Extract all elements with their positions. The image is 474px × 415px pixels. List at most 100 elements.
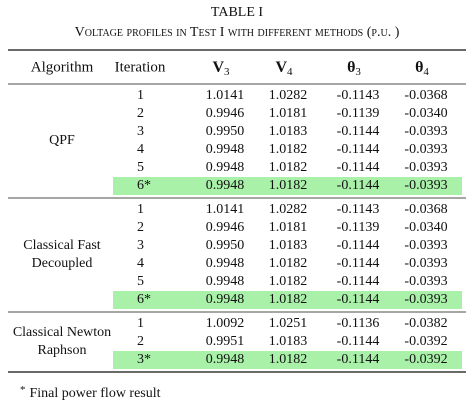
value-cell: 1.0182 <box>269 352 308 367</box>
algorithm-label: QPF <box>49 133 75 148</box>
iteration-cell: 2 <box>137 106 144 121</box>
footnote-text: Final power flow result <box>30 386 161 401</box>
value-cell: -0.1144 <box>337 256 380 271</box>
value-cell: 1.0182 <box>269 142 308 157</box>
value-cell: 1.0183 <box>269 124 308 139</box>
value-cell: -0.0393 <box>404 256 447 271</box>
header-subscript: 4 <box>423 66 429 78</box>
value-cell: 0.9948 <box>206 292 245 307</box>
iteration-cell: 1 <box>137 202 144 217</box>
header-subscript: 3 <box>355 66 361 78</box>
value-cell: 0.9948 <box>206 178 245 193</box>
column-header: Iteration <box>115 59 166 75</box>
value-cell: -0.1136 <box>337 316 380 331</box>
value-cell: -0.1144 <box>337 352 380 367</box>
value-cell: 0.9951 <box>206 334 245 349</box>
table-caption: Voltage profiles in Test I with differen… <box>75 25 400 40</box>
value-cell: -0.0393 <box>404 274 447 289</box>
value-cell: 0.9948 <box>206 256 245 271</box>
header-subscript: 4 <box>287 66 293 78</box>
iteration-cell: 5 <box>137 274 144 289</box>
value-cell: 1.0092 <box>206 316 245 331</box>
value-cell: -0.1144 <box>337 292 380 307</box>
value-cell: 0.9946 <box>206 220 245 235</box>
value-cell: 1.0182 <box>269 256 308 271</box>
final-row-highlight <box>113 351 462 369</box>
value-cell: 1.0182 <box>269 178 308 193</box>
value-cell: 1.0181 <box>269 106 308 121</box>
value-cell: -0.1144 <box>337 238 380 253</box>
column-header: θ4 <box>415 59 429 78</box>
column-header: V4 <box>275 59 293 78</box>
final-row-highlight <box>113 291 462 309</box>
footnote: * Final power flow result <box>20 384 161 402</box>
column-header: Algorithm <box>31 59 94 75</box>
value-cell: -0.0368 <box>404 88 447 103</box>
algorithm-label: Decoupled <box>32 256 93 271</box>
header-symbol: V <box>275 59 287 76</box>
value-cell: -0.0368 <box>404 202 447 217</box>
iteration-cell: 1 <box>137 88 144 103</box>
value-cell: -0.0393 <box>404 142 447 157</box>
iteration-cell: 3* <box>137 352 151 367</box>
value-cell: -0.1144 <box>337 334 380 349</box>
value-cell: -0.1143 <box>337 88 380 103</box>
value-cell: -0.1139 <box>337 106 380 121</box>
column-header: θ3 <box>347 59 361 78</box>
value-cell: -0.0340 <box>404 106 447 121</box>
value-cell: 0.9948 <box>206 352 245 367</box>
value-cell: 1.0183 <box>269 334 308 349</box>
value-cell: -0.1143 <box>337 202 380 217</box>
value-cell: 1.0182 <box>269 274 308 289</box>
iteration-cell: 5 <box>137 160 144 175</box>
value-cell: 0.9948 <box>206 274 245 289</box>
value-cell: -0.0392 <box>404 334 447 349</box>
value-cell: -0.0392 <box>404 352 447 367</box>
value-cell: 1.0251 <box>269 316 308 331</box>
final-row-highlight <box>113 177 462 195</box>
value-cell: 1.0183 <box>269 238 308 253</box>
iteration-cell: 4 <box>137 142 144 157</box>
value-cell: -0.1139 <box>337 220 380 235</box>
value-cell: 0.9950 <box>206 238 245 253</box>
value-cell: 1.0282 <box>269 202 308 217</box>
iteration-cell: 3 <box>137 238 144 253</box>
value-cell: -0.1144 <box>337 178 380 193</box>
table-label: TABLE I <box>211 5 263 20</box>
value-cell: -0.0393 <box>404 292 447 307</box>
value-cell: -0.0393 <box>404 178 447 193</box>
iteration-cell: 4 <box>137 256 144 271</box>
iteration-cell: 1 <box>137 316 144 331</box>
value-cell: -0.1144 <box>337 274 380 289</box>
value-cell: -0.0382 <box>404 316 447 331</box>
footnote-marker: * <box>20 384 26 396</box>
header-symbol: θ <box>347 59 355 76</box>
value-cell: -0.0393 <box>404 160 447 175</box>
value-cell: 0.9948 <box>206 142 245 157</box>
iteration-cell: 2 <box>137 220 144 235</box>
algorithm-label: Raphson <box>38 343 87 358</box>
column-header: V3 <box>212 59 230 78</box>
iteration-cell: 2 <box>137 334 144 349</box>
value-cell: 1.0141 <box>206 88 245 103</box>
value-cell: 1.0182 <box>269 292 308 307</box>
iteration-cell: 3 <box>137 124 144 139</box>
value-cell: 1.0141 <box>206 202 245 217</box>
value-cell: -0.0393 <box>404 124 447 139</box>
algorithm-label: Classical Newton <box>13 325 111 340</box>
value-cell: -0.1144 <box>337 124 380 139</box>
algorithm-label: Classical Fast <box>23 238 100 253</box>
value-cell: 1.0182 <box>269 160 308 175</box>
value-cell: -0.0393 <box>404 238 447 253</box>
value-cell: -0.1144 <box>337 142 380 157</box>
value-cell: -0.0340 <box>404 220 447 235</box>
value-cell: 0.9950 <box>206 124 245 139</box>
header-symbol: V <box>212 59 224 76</box>
header-subscript: 3 <box>224 66 230 78</box>
iteration-cell: 6* <box>137 292 151 307</box>
header-symbol: θ <box>415 59 423 76</box>
value-cell: -0.1144 <box>337 160 380 175</box>
value-cell: 0.9946 <box>206 106 245 121</box>
